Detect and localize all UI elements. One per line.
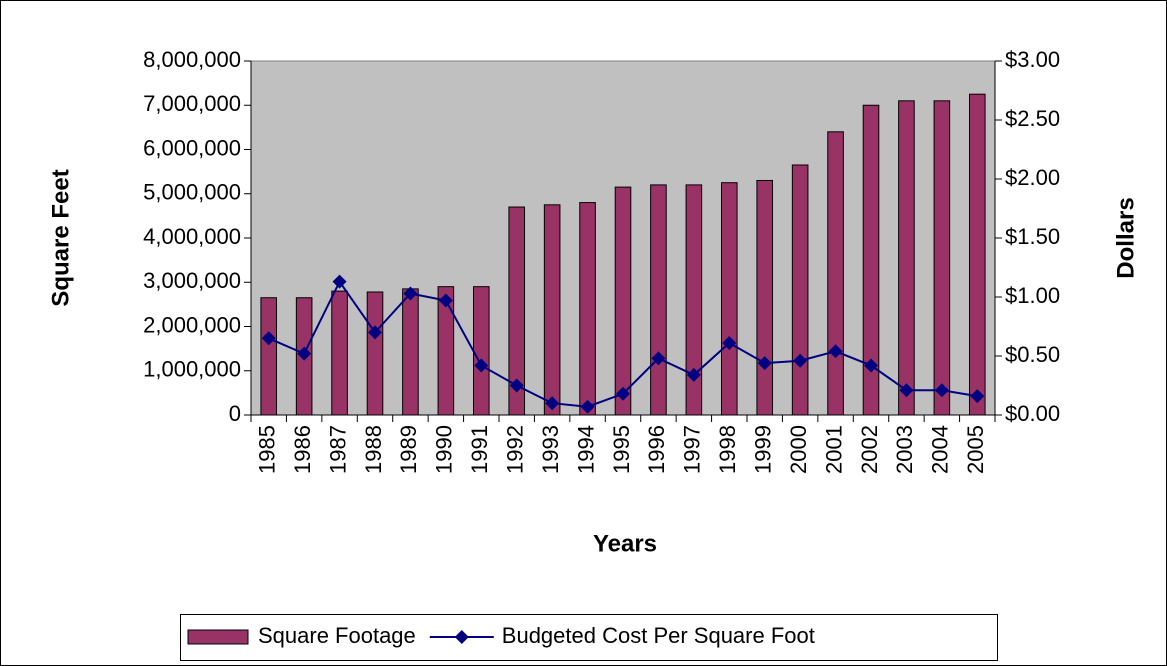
x-tick-label: 1987: [325, 425, 350, 474]
line-marker: [580, 399, 595, 414]
bar: [472, 286, 490, 416]
line-marker: [368, 325, 382, 340]
legend-swatch: [187, 629, 249, 645]
bar: [720, 182, 738, 416]
y-tick-label: 8,000,000: [143, 47, 241, 72]
bar: [685, 184, 703, 416]
y-tick-label: 7,000,000: [143, 91, 241, 116]
bar: [898, 100, 915, 416]
line-marker: [864, 358, 878, 373]
line-marker: [793, 353, 808, 368]
x-tick-label: 1999: [751, 425, 776, 474]
line-marker: [545, 396, 560, 411]
y2-tick-label: $1.50: [1005, 224, 1060, 249]
line-marker: [828, 344, 843, 359]
x-tick-label: 1990: [432, 425, 457, 474]
bar: [791, 164, 809, 416]
x-tick-label: 1986: [290, 425, 315, 474]
y-tick-label: 4,000,000: [143, 224, 241, 249]
y-tick-label: 1,000,000: [143, 357, 241, 382]
bar: [827, 131, 844, 416]
x-axis-title: Years: [593, 530, 657, 557]
bar: [933, 100, 951, 416]
line-marker: [332, 274, 347, 289]
bar: [366, 291, 384, 416]
x-tick-label: 1994: [573, 425, 598, 474]
line-marker: [438, 293, 453, 308]
y-tick-label: 0: [229, 401, 241, 426]
line-marker: [403, 286, 418, 301]
x-tick-label: 1989: [396, 425, 421, 474]
bar: [614, 186, 632, 416]
y2-tick-label: $0.00: [1005, 401, 1060, 426]
x-tick-label: 1985: [255, 425, 280, 474]
legend-label: Square Footage: [258, 623, 416, 648]
bar: [402, 288, 419, 416]
x-tick-label: 1998: [715, 425, 740, 474]
x-tick-label: 1993: [538, 425, 563, 474]
y-tick-label: 3,000,000: [143, 268, 241, 293]
x-tick-label: 2003: [892, 425, 917, 474]
x-tick-label: 2002: [857, 425, 882, 474]
y-tick-label: 5,000,000: [143, 180, 241, 205]
y-axis-title: Square Feet: [47, 169, 74, 306]
x-tick-label: 1992: [503, 425, 528, 474]
legend-marker: [454, 630, 469, 644]
bar: [650, 184, 667, 416]
y2-tick-label: $2.00: [1005, 165, 1060, 190]
bar: [543, 204, 561, 416]
y2-tick-label: $2.50: [1005, 106, 1060, 131]
x-tick-label: 2004: [928, 425, 953, 474]
x-tick-label: 2001: [821, 425, 846, 474]
bar: [508, 206, 526, 416]
y2-tick-label: $1.00: [1005, 283, 1060, 308]
bar: [260, 297, 278, 416]
y2-axis-title: Dollars: [1112, 197, 1139, 278]
line-marker: [261, 331, 276, 346]
y2-tick-label: $3.00: [1005, 47, 1060, 72]
bar: [756, 179, 774, 416]
bar: [579, 202, 596, 416]
legend-box: [180, 614, 998, 661]
line-marker: [474, 358, 489, 373]
line-marker: [722, 336, 737, 351]
y2-tick-label: $0.50: [1005, 342, 1060, 367]
bar: [331, 290, 348, 416]
y-tick-label: 2,000,000: [143, 312, 241, 337]
line-marker: [616, 386, 630, 401]
bar: [968, 93, 986, 416]
x-tick-label: 2005: [963, 425, 988, 474]
line-marker: [509, 378, 524, 393]
y-tick-label: 6,000,000: [143, 135, 241, 160]
x-tick-label: 1996: [644, 425, 669, 474]
legend-label: Budgeted Cost Per Square Foot: [502, 623, 815, 648]
line-marker: [934, 383, 949, 398]
x-tick-label: 1988: [361, 425, 386, 474]
line-marker: [297, 346, 312, 361]
line-marker: [651, 351, 666, 366]
x-tick-label: 2000: [786, 425, 811, 474]
x-tick-label: 1995: [609, 425, 634, 474]
x-tick-label: 1991: [467, 425, 492, 474]
bar: [862, 104, 880, 416]
x-tick-label: 1997: [680, 425, 705, 474]
line-marker: [970, 389, 985, 404]
line-marker: [899, 383, 914, 398]
line-marker: [757, 356, 772, 371]
line-marker: [686, 367, 701, 382]
bar: [437, 286, 455, 416]
